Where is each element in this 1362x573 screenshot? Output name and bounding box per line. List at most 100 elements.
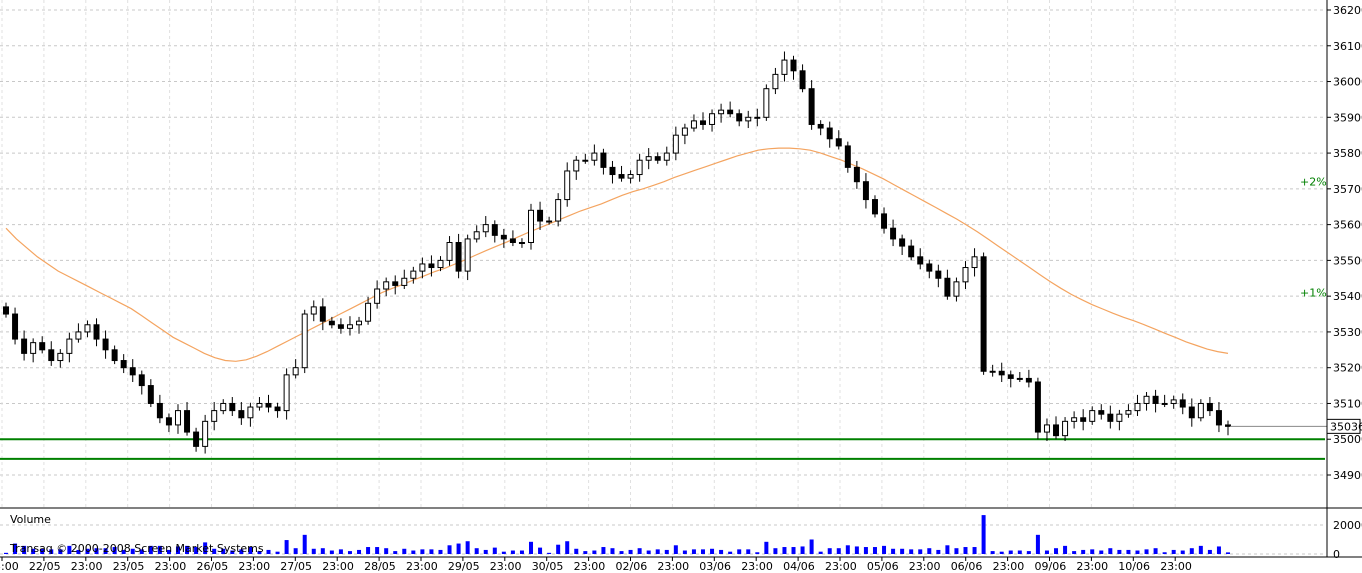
volume-bar [1072,551,1077,554]
candle-body [690,120,697,129]
volume-bar [1099,550,1104,554]
volume-bar [682,550,687,554]
volume-bar [700,549,705,554]
candle-body [745,116,752,122]
time-tick-label: 03/06 [699,560,731,573]
volume-bar [275,551,280,554]
candle-body [1062,420,1069,437]
volume-bar [764,541,769,554]
candle-body [817,123,824,129]
candle-body [482,224,489,233]
candle-body [337,324,344,329]
volume-bar [646,550,651,554]
candle-body [998,370,1005,376]
volume-bar [1226,552,1230,554]
volume-bar [1090,549,1095,554]
volume-bar [574,548,579,554]
candle-body [48,349,55,362]
volume-bar [456,543,461,554]
candle-body [1116,413,1123,422]
candle-body [428,263,435,269]
price-tick-label: 35200 [1333,362,1362,375]
candle-body [618,174,625,179]
candle-body [383,281,390,290]
candle-body [899,238,906,247]
copyright-text: Transaq © 2000-2008 Screen Market System… [9,542,264,555]
candle-body [844,145,851,168]
volume-bar [900,548,905,554]
volume-bar [402,548,407,554]
candle-body [229,402,236,412]
volume-bar [148,545,153,554]
candle-body [3,306,9,315]
candle-body [1188,406,1195,419]
candle-body [437,259,444,269]
candle-body [681,127,688,136]
candle-body [1152,395,1159,404]
candle-body [392,281,399,286]
candles [3,51,1231,454]
volume-bar [628,549,633,554]
candle-body [1206,402,1213,412]
candle-body [265,402,272,408]
time-tick-label: 04/06 [783,560,815,573]
candle-body [310,306,317,315]
last-price-marker: 35036 [1230,418,1362,434]
ma-path [5,147,1229,362]
volume-bar [393,551,398,554]
candle-body [202,420,209,447]
volume-bar [746,549,751,554]
time-tick-label: 23:00 [490,560,522,573]
candle-body [274,406,281,412]
candle-body [1170,399,1177,404]
time-tick-label: 28/05 [364,560,396,573]
volume-bar [284,540,289,554]
volume-bar [891,548,896,554]
candle-body [410,270,417,279]
candle-body [564,170,571,201]
volume-bar [1135,550,1140,554]
volume-bar [76,549,81,554]
candle-body [609,166,616,176]
volume-bar [157,545,162,554]
volume-label: Volume [10,513,51,526]
volume-bar [836,548,841,554]
price-tick-label: 36200 [1333,4,1362,17]
volume-bar [329,550,334,554]
candle-body [953,281,960,297]
time-tick-label: 23/05 [113,560,145,573]
volume-bar [366,547,371,554]
candle-body [971,256,978,269]
candle-body [328,320,335,326]
volume-bar [1081,549,1086,554]
candle-body [147,385,154,404]
time-tick-label: 09/06 [1035,560,1067,573]
volume-bar [420,549,425,554]
price-tick-label: 36000 [1333,76,1362,89]
volume-bar [963,547,968,554]
time-tick-label: 23:00 [825,560,857,573]
candle-body [1161,402,1168,405]
candle-body [120,360,127,369]
volume-bar [375,547,380,554]
candle-body [709,113,716,125]
volume-bar [972,547,977,554]
volume-bar [212,548,217,554]
volume-bar [773,548,778,554]
volume-bar [990,551,995,554]
moving-average-line [5,147,1229,362]
time-tick-label: 23:00 [238,560,270,573]
volume-bar [384,548,389,554]
candle-body [555,199,562,222]
candle-body [1053,424,1060,437]
candle-body [1043,424,1050,433]
candle-body [75,331,82,340]
time-tick-label: 23:00 [1076,560,1108,573]
candle-body [546,220,553,223]
volume-bar [1117,549,1122,554]
volume-bar [538,547,543,554]
time-tick-label: 02/06 [616,560,648,573]
candle-body [129,367,136,376]
volume-bar [357,549,362,554]
price-tick-label: 35900 [1333,111,1362,124]
